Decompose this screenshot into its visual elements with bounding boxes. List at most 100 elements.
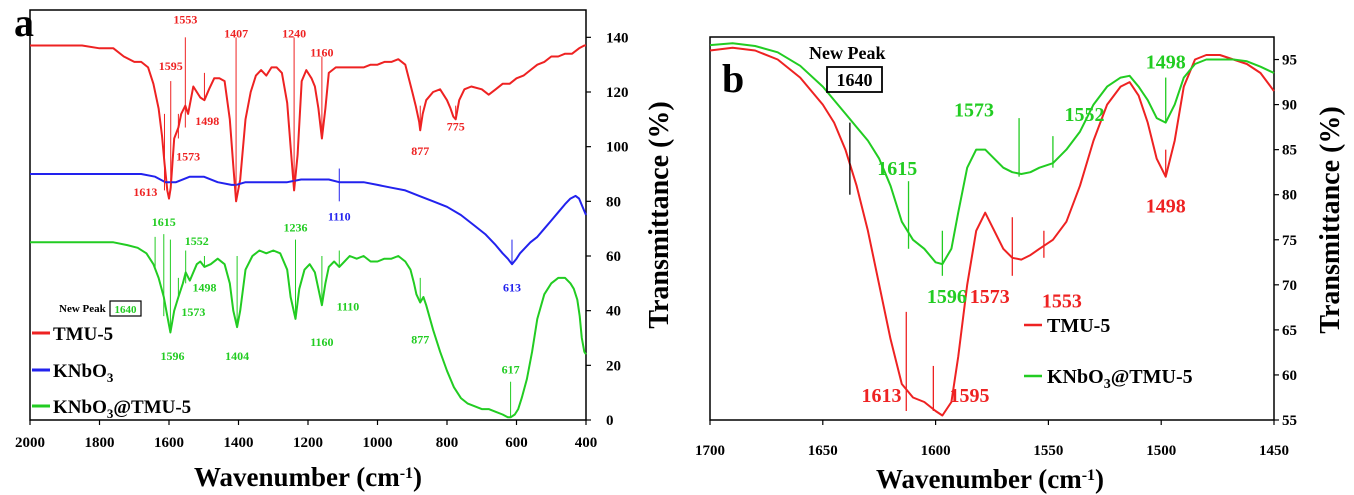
y-tick-label: 80 bbox=[606, 194, 621, 210]
peak-label: 1573 bbox=[181, 305, 205, 319]
peak-label: 1573 bbox=[970, 286, 1010, 308]
x-axis-ticks-b: 1700 1650 1600 1550 1500 1450 bbox=[695, 420, 1289, 459]
x-axis-ticks-a: 2000 1800 1600 1400 1200 1000 800 600 400 bbox=[15, 420, 597, 451]
new-peak-box-a bbox=[109, 300, 142, 317]
peak-label: 617 bbox=[502, 363, 520, 377]
x-tick-label: 1550 bbox=[1033, 443, 1063, 459]
y-axis-ticks-b: 55 60 65 70 75 80 85 90 95 bbox=[1274, 53, 1297, 429]
peak-label: 1160 bbox=[310, 335, 333, 349]
new-peak-label-a: New Peak bbox=[59, 303, 107, 315]
y-tick-label: 70 bbox=[1282, 278, 1297, 294]
legend-a: TMU-5 KNbO3 KNbO3@TMU-5 bbox=[32, 324, 191, 421]
y-tick-label: 40 bbox=[606, 304, 621, 320]
peak-label: 1498 bbox=[195, 114, 219, 128]
peak-label: 1553 bbox=[173, 13, 197, 27]
peak-label: 1613 bbox=[133, 185, 157, 199]
y-axis-ticks-a: 0 20 40 60 80 100 120 140 bbox=[586, 30, 629, 429]
y-tick-label: 20 bbox=[606, 358, 621, 374]
peak-label: 1596 bbox=[160, 349, 184, 363]
peak-label: 1110 bbox=[337, 300, 360, 314]
plot-frame-b bbox=[709, 36, 1275, 421]
x-axis-label-a: Wavenumber (cm-1) bbox=[194, 462, 422, 492]
peak-label: 1613 bbox=[861, 385, 901, 407]
peak-label: 1595 bbox=[949, 385, 989, 407]
x-tick-label: 1200 bbox=[293, 435, 323, 451]
y-tick-label: 90 bbox=[1282, 98, 1297, 114]
x-tick-label: 1400 bbox=[224, 435, 254, 451]
y-axis-label-b: Transmittance (%) bbox=[1315, 106, 1346, 333]
peak-label: 1404 bbox=[225, 349, 249, 363]
y-tick-label: 95 bbox=[1282, 53, 1297, 69]
peak-label: 1552 bbox=[1064, 104, 1104, 126]
peak-label: 613 bbox=[503, 281, 521, 295]
annotations-a: 1553 1407 1240 1160 1595 1613 1573 1498 877 775 11… bbox=[133, 13, 521, 418]
peak-label: 1615 bbox=[877, 158, 917, 180]
y-tick-label: 80 bbox=[1282, 188, 1297, 204]
legend-entry-tmu5-b: TMU-5 bbox=[1047, 315, 1110, 337]
y-tick-label: 60 bbox=[606, 249, 621, 265]
peak-label: 1240 bbox=[282, 26, 306, 40]
series-line-1 bbox=[30, 173, 587, 266]
y-tick-label: 85 bbox=[1282, 143, 1297, 159]
peak-label: 877 bbox=[411, 332, 429, 346]
x-tick-label: 800 bbox=[436, 435, 459, 451]
x-tick-label: 1600 bbox=[154, 435, 184, 451]
panel-label-b: b bbox=[722, 56, 744, 101]
peak-label: 1615 bbox=[152, 215, 176, 229]
legend-b: TMU-5 KNbO3@TMU-5 bbox=[1024, 315, 1193, 392]
peak-label: 1573 bbox=[954, 99, 994, 121]
series-group-a bbox=[30, 44, 587, 419]
peak-label: 1573 bbox=[176, 149, 200, 163]
legend-entry-knbo3-tmu5-a: KNbO3@TMU-5 bbox=[53, 397, 191, 421]
peak-label: 1110 bbox=[328, 209, 351, 223]
legend-entry-tmu5-a: TMU-5 bbox=[53, 324, 113, 345]
x-tick-label: 400 bbox=[575, 435, 598, 451]
y-tick-label: 100 bbox=[606, 140, 629, 156]
x-tick-label: 1600 bbox=[921, 443, 951, 459]
series-group-b bbox=[709, 42, 1275, 417]
x-tick-label: 1650 bbox=[808, 443, 838, 459]
peak-label: 1498 bbox=[1146, 52, 1186, 74]
series-line-0 bbox=[709, 46, 1275, 417]
series-line-0 bbox=[30, 44, 586, 203]
new-peak-value-b: 1640 bbox=[837, 70, 873, 90]
y-tick-label: 65 bbox=[1282, 323, 1297, 339]
panel-label-a: a bbox=[14, 0, 34, 45]
peak-label: 1236 bbox=[283, 220, 307, 234]
series-line-1 bbox=[709, 42, 1275, 266]
peak-label: 1160 bbox=[310, 45, 333, 59]
y-tick-label: 55 bbox=[1282, 413, 1297, 429]
x-tick-label: 2000 bbox=[15, 435, 45, 451]
peak-label: 1596 bbox=[927, 286, 967, 308]
peak-label: 1407 bbox=[224, 26, 248, 40]
x-tick-label: 1800 bbox=[85, 435, 115, 451]
y-tick-label: 0 bbox=[606, 413, 614, 429]
peak-label: 1498 bbox=[1146, 196, 1186, 218]
peak-label: 1552 bbox=[185, 234, 209, 248]
peak-label: 1553 bbox=[1042, 290, 1082, 312]
annotations-b: 1498 1573 1552 1615 1596 1498 1573 1553 1613 1595 bbox=[849, 52, 1186, 411]
new-peak-box-b bbox=[826, 66, 883, 93]
y-tick-label: 140 bbox=[606, 30, 629, 46]
x-tick-label: 1450 bbox=[1259, 443, 1289, 459]
peak-label: 1498 bbox=[192, 281, 216, 295]
peak-label: 877 bbox=[411, 144, 429, 158]
legend-entry-knbo3-tmu5-b: KNbO3@TMU-5 bbox=[1047, 366, 1193, 392]
x-tick-label: 1700 bbox=[695, 443, 725, 459]
legend-entry-knbo3-a: KNbO3 bbox=[53, 361, 114, 385]
peak-label: 775 bbox=[447, 119, 465, 133]
x-axis-label-b: Wavenumber (cm-1) bbox=[876, 464, 1104, 494]
new-peak-label-b: New Peak bbox=[809, 43, 885, 63]
panel-a: a 2000 1800 1600 1400 1200 1000 800 600 400 0 20 4… bbox=[14, 0, 675, 492]
new-peak-value-a: 1640 bbox=[115, 304, 138, 316]
y-axis-label-a: Transmittance (%) bbox=[644, 101, 675, 328]
y-tick-label: 75 bbox=[1282, 233, 1297, 249]
x-tick-label: 1000 bbox=[363, 435, 393, 451]
panel-b: b 1700 1650 1600 1550 1500 1450 55 60 65 70 75 80 8… bbox=[695, 36, 1346, 494]
x-tick-label: 600 bbox=[505, 435, 528, 451]
y-tick-label: 60 bbox=[1282, 368, 1297, 384]
x-tick-label: 1500 bbox=[1146, 443, 1176, 459]
peak-label: 1595 bbox=[159, 59, 183, 73]
series-line-2 bbox=[30, 241, 587, 419]
